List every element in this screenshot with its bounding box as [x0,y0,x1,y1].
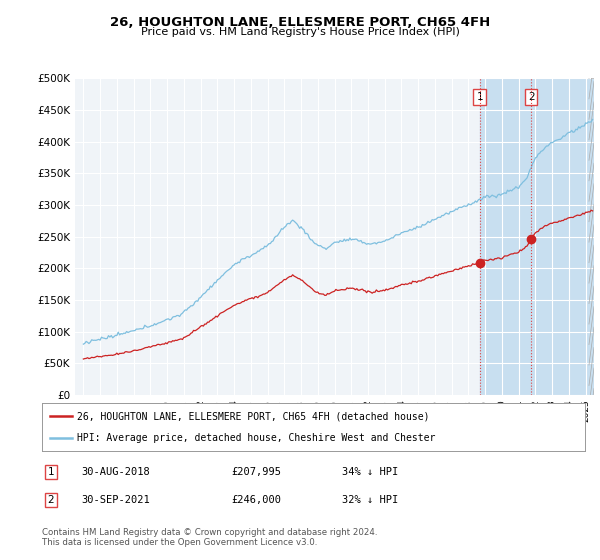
Text: Price paid vs. HM Land Registry's House Price Index (HPI): Price paid vs. HM Land Registry's House … [140,27,460,37]
Text: 1: 1 [476,92,483,102]
Text: Contains HM Land Registry data © Crown copyright and database right 2024.
This d: Contains HM Land Registry data © Crown c… [42,528,377,548]
Text: 26, HOUGHTON LANE, ELLESMERE PORT, CH65 4FH (detached house): 26, HOUGHTON LANE, ELLESMERE PORT, CH65 … [77,411,430,421]
Text: 2: 2 [528,92,535,102]
Text: 34% ↓ HPI: 34% ↓ HPI [342,467,398,477]
Text: 2: 2 [47,495,55,505]
Text: £246,000: £246,000 [231,495,281,505]
Text: £207,995: £207,995 [231,467,281,477]
Text: 30-AUG-2018: 30-AUG-2018 [81,467,150,477]
Text: 26, HOUGHTON LANE, ELLESMERE PORT, CH65 4FH: 26, HOUGHTON LANE, ELLESMERE PORT, CH65 … [110,16,490,29]
Text: HPI: Average price, detached house, Cheshire West and Chester: HPI: Average price, detached house, Ches… [77,433,436,443]
Text: 30-SEP-2021: 30-SEP-2021 [81,495,150,505]
Text: 1: 1 [47,467,55,477]
Bar [479,78,594,395]
Text: 32% ↓ HPI: 32% ↓ HPI [342,495,398,505]
